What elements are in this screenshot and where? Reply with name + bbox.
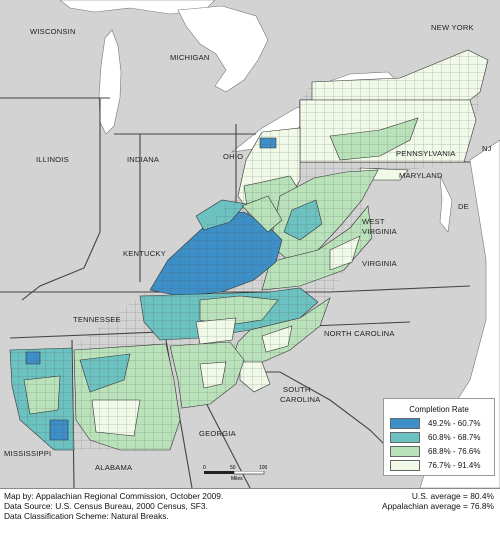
label-ohio: OHIO: [223, 152, 243, 161]
label-north-carolina: NORTH CAROLINA: [324, 329, 395, 338]
map-frame: WISCONSIN MICHIGAN NEW YORK ILLINOIS IND…: [0, 0, 500, 489]
footer-us-average: U.S. average = 80.4%: [411, 491, 494, 501]
scale-tick-0: 0: [203, 465, 206, 471]
legend-title: Completion Rate: [409, 405, 469, 414]
footer-classification: Data Classification Scheme: Natural Brea…: [4, 511, 169, 522]
label-michigan: MICHIGAN: [170, 53, 210, 62]
legend-swatch: [390, 460, 420, 471]
chesapeake-bay: [439, 175, 453, 233]
choropleth-map: WISCONSIN MICHIGAN NEW YORK ILLINOIS IND…: [0, 0, 500, 488]
label-nj: NJ: [482, 144, 492, 153]
lake-michigan: [98, 29, 122, 135]
label-wisconsin: WISCONSIN: [30, 27, 76, 36]
scale-tick-100: 100: [259, 465, 268, 471]
legend-item: 76.7% - 91.4%: [390, 459, 480, 472]
label-south-1: SOUTH: [283, 385, 311, 394]
label-maryland: MARYLAND: [399, 171, 443, 180]
state-labels: WISCONSIN MICHIGAN NEW YORK ILLINOIS IND…: [4, 23, 492, 472]
label-indiana: INDIANA: [127, 155, 160, 164]
legend-label: 68.8% - 76.6%: [428, 447, 481, 456]
label-mississippi: MISSISSIPPI: [4, 449, 51, 458]
legend-item: 49.2% - 60.7%: [390, 417, 480, 430]
legend-swatch: [390, 446, 420, 457]
legend-item: 68.8% - 76.6%: [390, 445, 480, 458]
label-south-2: CAROLINA: [280, 395, 321, 404]
legend-label: 60.8% - 68.7%: [428, 433, 481, 442]
label-kentucky: KENTUCKY: [123, 249, 166, 258]
scale-bar-graphic: [204, 471, 265, 475]
footer-data-source: Data Source: U.S. Census Bureau, 2000 Ce…: [4, 501, 208, 512]
legend-swatch: [390, 418, 420, 429]
footer-credits: Map by: Appalachian Regional Commission,…: [4, 491, 223, 522]
label-illinois: ILLINOIS: [36, 155, 69, 164]
legend: Completion Rate 49.2% - 60.7% 60.8% - 68…: [383, 398, 495, 476]
scale-tick-50: 50: [230, 465, 236, 471]
label-virginia: VIRGINIA: [362, 259, 398, 268]
legend-item: 60.8% - 68.7%: [390, 431, 480, 444]
scale-unit: Miles: [231, 476, 243, 482]
label-west-1: WEST: [362, 217, 385, 226]
label-new-york: NEW YORK: [431, 23, 474, 32]
footer-averages: U.S. average = 80.4% Appalachian average…: [382, 491, 494, 511]
legend-label: 49.2% - 60.7%: [428, 419, 481, 428]
legend-swatch: [390, 432, 420, 443]
label-georgia: GEORGIA: [199, 429, 237, 438]
legend-label: 76.7% - 91.4%: [428, 461, 481, 470]
label-tennessee: TENNESSEE: [73, 315, 121, 324]
lake-huron: [177, 5, 269, 93]
label-pennsylvania: PENNSYLVANIA: [396, 149, 456, 158]
label-alabama: ALABAMA: [95, 463, 133, 472]
county-grid-overlay: [10, 50, 488, 450]
label-west-2: VIRGINIA: [362, 227, 398, 236]
lake-superior: [59, 0, 216, 15]
label-de: DE: [458, 202, 469, 211]
scale-bar: 0 50 100 Miles: [203, 465, 273, 484]
footer-map-by: Map by: Appalachian Regional Commission,…: [4, 491, 224, 501]
footer-appalachian-average: Appalachian average = 76.8%: [382, 501, 494, 512]
